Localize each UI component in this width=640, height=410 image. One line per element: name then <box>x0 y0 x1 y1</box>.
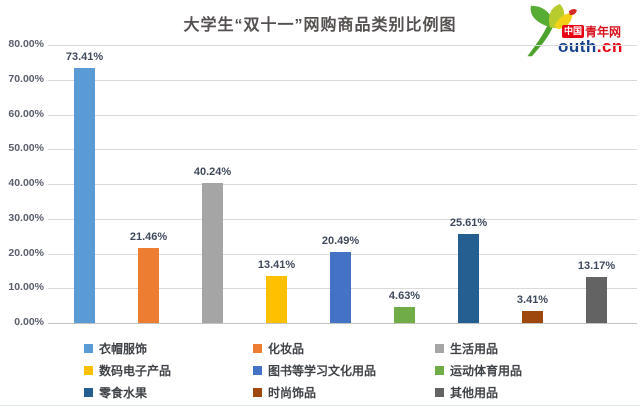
y-axis-tick-label: 10.00% <box>8 281 44 294</box>
youth-cn-logo: 中国 青年网 outh.cn <box>516 4 638 58</box>
bar-其他用品 <box>586 277 607 323</box>
legend-marker-icon <box>435 387 444 397</box>
bar-value-label: 3.41% <box>516 294 549 307</box>
bar-value-label: 13.41% <box>257 259 296 272</box>
legend-marker-icon <box>84 365 93 375</box>
y-axis-tick-label: 40.00% <box>8 177 44 189</box>
legend-marker-icon <box>84 387 93 397</box>
legend-label: 时尚饰品 <box>268 385 317 400</box>
bar-运动体育用品 <box>394 306 415 323</box>
ginkgo-leaf-icon <box>527 4 577 57</box>
legend-marker-icon <box>435 343 444 353</box>
legend-label: 数码电子产品 <box>99 363 172 378</box>
legend-marker-icon <box>253 387 262 397</box>
logo-badge: 中国 青年网 <box>562 23 621 40</box>
legend-item-衣帽服饰: 衣帽服饰 <box>84 337 253 359</box>
legend-item-运动体育用品: 运动体育用品 <box>435 359 632 381</box>
legend-item-零食水果: 零食水果 <box>84 381 253 403</box>
y-axis-tick-label: 50.00% <box>8 142 44 155</box>
gridline <box>48 323 637 324</box>
bar-value-label: 20.49% <box>321 234 360 247</box>
legend-item-其他用品: 其他用品 <box>435 381 632 403</box>
y-axis-tick-label: 20.00% <box>8 246 44 259</box>
legend-label: 化妆品 <box>268 341 305 356</box>
legend-item-图书等学习文化用品: 图书等学习文化用品 <box>253 359 435 381</box>
legend-label: 其他用品 <box>450 385 499 400</box>
legend-label: 衣帽服饰 <box>99 341 148 356</box>
bar-value-label: 25.61% <box>449 217 488 229</box>
bar-生活用品 <box>202 183 223 323</box>
gridline <box>48 45 637 46</box>
legend-marker-icon <box>84 343 93 353</box>
bar-图书等学习文化用品 <box>330 251 351 323</box>
legend: 衣帽服饰 化妆品 生活用品数码电子产品 图书等学习文化用品 运动体育用品零食水果 时尚饰品… <box>84 337 632 403</box>
legend-item-时尚饰品: 时尚饰品 <box>253 381 435 403</box>
legend-marker-icon <box>253 365 262 375</box>
logo-domain-suffix: .cn <box>596 37 623 56</box>
bar-value-label: 40.24% <box>193 166 232 179</box>
gridline <box>48 218 637 220</box>
legend-marker-icon <box>253 343 262 353</box>
legend-label: 运动体育用品 <box>450 363 523 378</box>
gridline <box>48 114 637 116</box>
bar-value-label: 21.46% <box>129 231 168 244</box>
gridline <box>48 184 637 185</box>
bar-化妆品 <box>138 248 159 323</box>
legend-item-数码电子产品: 数码电子产品 <box>84 359 253 381</box>
legend-marker-icon <box>435 365 444 375</box>
chart-title: 大学生“双十一”网购商品类别比例图 <box>183 17 457 34</box>
bar-value-label: 13.17% <box>577 260 616 273</box>
bar-value-label: 4.63% <box>388 289 421 302</box>
y-axis-tick-label: 30.00% <box>8 211 44 224</box>
logo-badge-china: 中国 <box>562 25 585 38</box>
legend-label: 零食水果 <box>99 385 148 400</box>
bar-时尚饰品 <box>522 311 543 323</box>
bar-衣帽服饰 <box>74 67 95 323</box>
legend-item-生活用品: 生活用品 <box>435 337 632 359</box>
legend-label: 生活用品 <box>450 341 499 356</box>
logo-domain: outh.cn <box>558 37 623 57</box>
logo-domain-main: outh <box>558 37 597 56</box>
y-axis-tick-label: 70.00% <box>8 72 44 85</box>
bottom-divider <box>0 405 640 406</box>
legend-label: 图书等学习文化用品 <box>268 363 377 378</box>
bar-零食水果 <box>458 234 479 323</box>
logo-badge-youthnet: 青年网 <box>585 25 622 39</box>
y-axis-tick-label: 0.00% <box>14 316 44 328</box>
y-axis-tick-label: 60.00% <box>8 107 44 120</box>
bar-数码电子产品 <box>266 276 287 323</box>
legend-item-化妆品: 化妆品 <box>253 337 435 359</box>
gridline <box>48 149 637 151</box>
gridline <box>48 79 637 81</box>
bar-value-label: 73.41% <box>65 50 104 63</box>
y-axis-tick-label: 80.00% <box>8 38 44 50</box>
